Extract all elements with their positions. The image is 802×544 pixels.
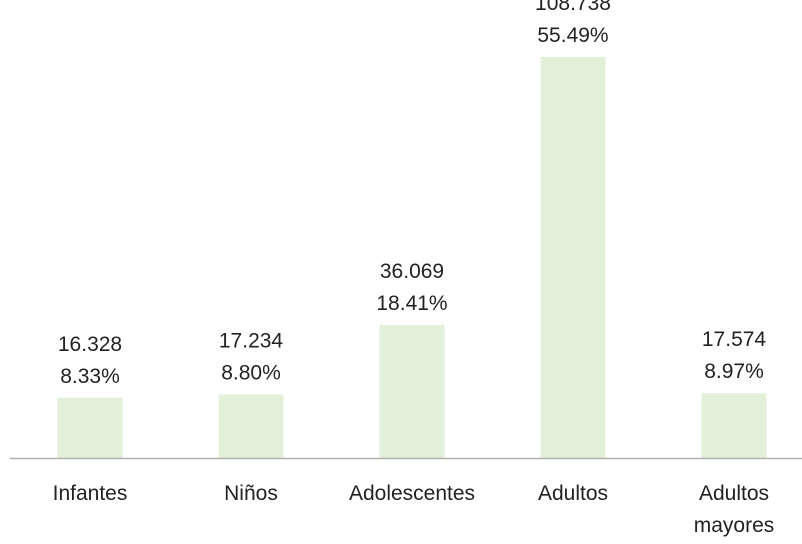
data-labels-group: 16.328 8.33% 17.234 8.80% 36.069 18.41% 108.73… <box>58 0 767 388</box>
bar-0 <box>57 397 123 458</box>
category-label-0: Infantes <box>53 482 128 505</box>
value-label-0: 16.328 <box>58 333 122 356</box>
bar-2 <box>379 324 445 458</box>
category-labels-group: Infantes Niños Adolescentes Adultos Adultos m… <box>53 482 775 537</box>
value-label-2: 36.069 <box>380 260 444 283</box>
bar-1 <box>218 394 284 458</box>
category-label-4-line-1: mayores <box>694 514 775 537</box>
bar-4 <box>701 393 767 458</box>
percent-label-0: 8.33% <box>60 365 120 388</box>
percent-label-4: 8.97% <box>704 360 764 383</box>
value-label-3: 108.738 <box>535 0 611 15</box>
category-label-2: Adolescentes <box>349 482 475 505</box>
percent-label-2: 18.41% <box>376 292 447 315</box>
value-label-4: 17.574 <box>702 328 767 351</box>
bar-3 <box>540 57 606 458</box>
percent-label-1: 8.80% <box>221 361 281 384</box>
category-label-4-line-0: Adultos <box>699 482 769 505</box>
bars-group <box>57 57 767 458</box>
percent-label-3: 55.49% <box>537 24 608 47</box>
category-label-3: Adultos <box>538 482 608 505</box>
value-label-1: 17.234 <box>219 329 284 352</box>
category-label-1: Niños <box>224 482 278 505</box>
